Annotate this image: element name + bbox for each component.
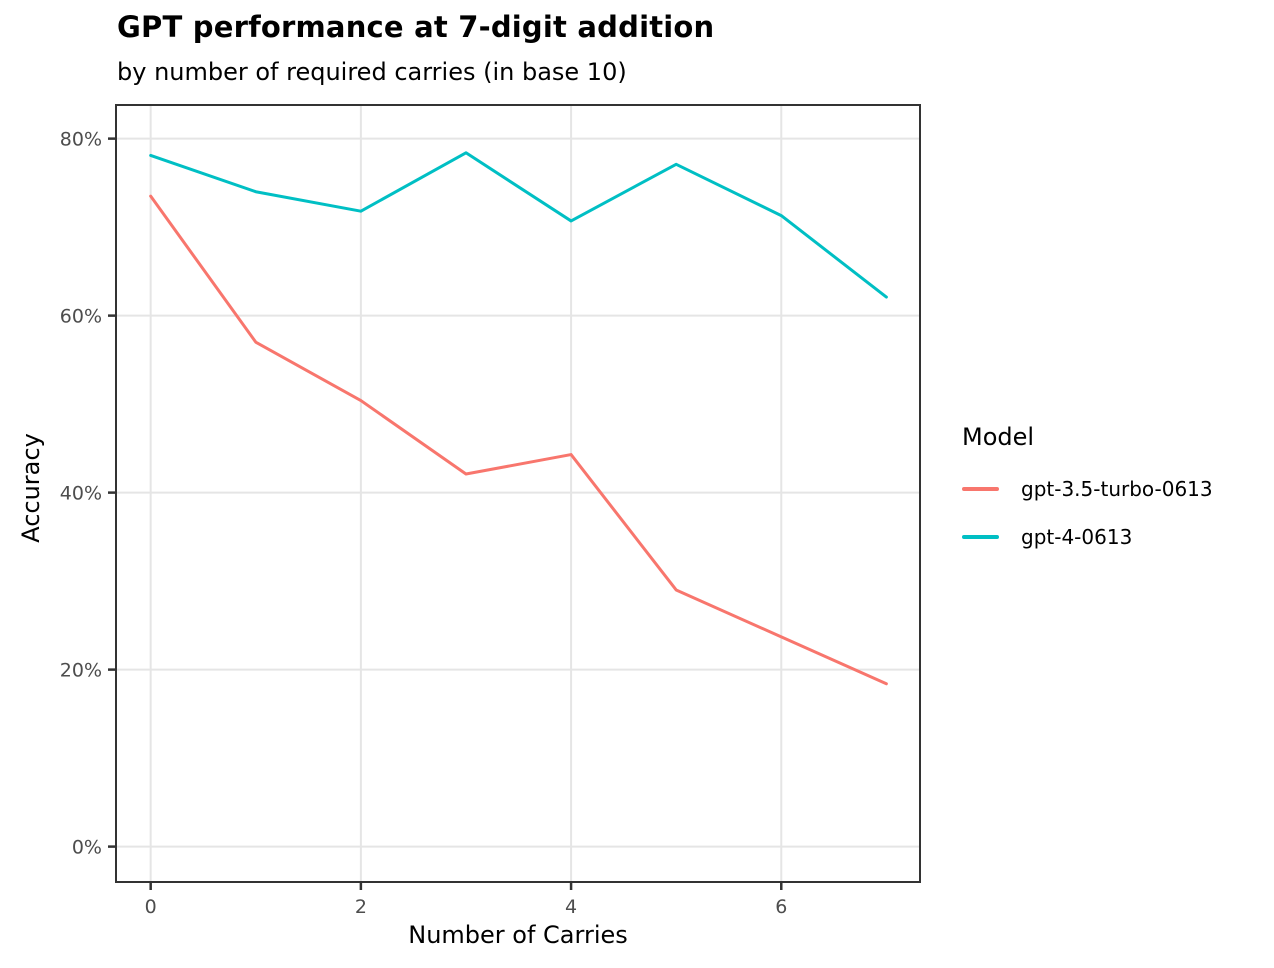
legend-items: gpt-3.5-turbo-0613 gpt-4-0613 bbox=[962, 477, 1213, 549]
legend-title: Model bbox=[962, 423, 1035, 451]
legend-item-label: gpt-3.5-turbo-0613 bbox=[1021, 477, 1213, 501]
legend: Model gpt-3.5-turbo-0613 gpt-4-0613 bbox=[962, 423, 1213, 573]
x-tick-label: 2 bbox=[355, 896, 367, 918]
y-tick-label: 0% bbox=[72, 837, 102, 859]
y-tick-label: 40% bbox=[60, 483, 102, 505]
legend-swatch-line-icon bbox=[962, 487, 999, 491]
y-tick-label: 60% bbox=[60, 306, 102, 328]
y-tick-label: 20% bbox=[60, 660, 102, 682]
legend-item: gpt-3.5-turbo-0613 bbox=[962, 477, 1213, 501]
y-tick-label: 80% bbox=[60, 129, 102, 151]
x-tick-label: 0 bbox=[145, 896, 157, 918]
chart-title: GPT performance at 7-digit addition bbox=[117, 10, 715, 44]
legend-swatch-line-icon bbox=[962, 535, 999, 539]
legend-item: gpt-4-0613 bbox=[962, 525, 1213, 549]
x-axis-title: Number of Carries bbox=[408, 921, 628, 949]
y-axis-title: Accuracy bbox=[17, 433, 45, 543]
chart-subtitle: by number of required carries (in base 1… bbox=[117, 58, 627, 86]
series-line-gpt-3.5-turbo-0613 bbox=[149, 194, 888, 686]
x-tick-label: 4 bbox=[565, 896, 577, 918]
series-line-gpt-4-0613 bbox=[149, 151, 888, 299]
legend-item-label: gpt-4-0613 bbox=[1021, 525, 1133, 549]
x-tick-label: 6 bbox=[775, 896, 787, 918]
